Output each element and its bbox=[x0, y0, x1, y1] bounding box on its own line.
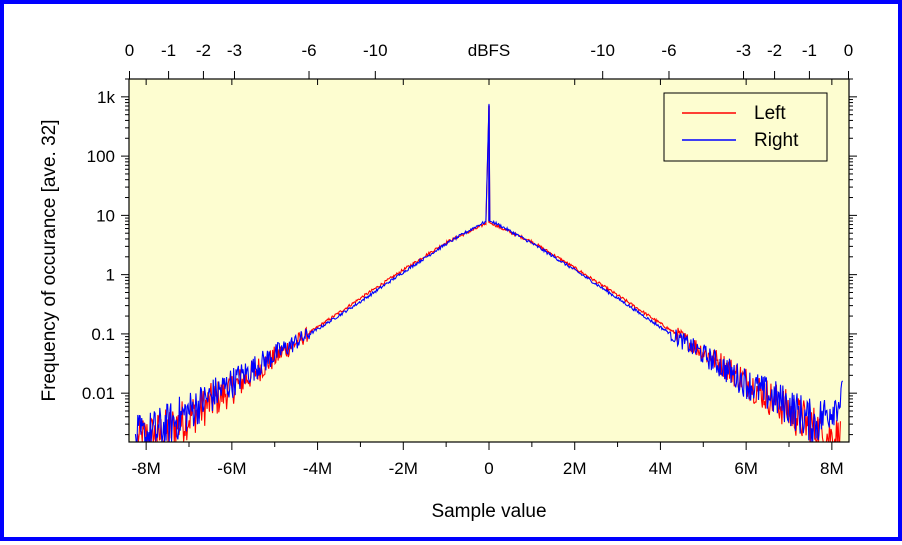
top-tick-label: -6 bbox=[661, 41, 676, 60]
top-tick-label: 0 bbox=[844, 41, 853, 60]
top-tick-label: -10 bbox=[363, 41, 388, 60]
x-tick-label: 6M bbox=[734, 459, 758, 478]
x-tick-label: -2M bbox=[389, 459, 418, 478]
top-tick-label: -2 bbox=[196, 41, 211, 60]
y-tick-label: 100 bbox=[87, 147, 115, 166]
plot-border bbox=[128, 78, 850, 443]
y-tick-label: 1k bbox=[97, 88, 115, 107]
legend-box bbox=[663, 92, 828, 162]
x-tick-label: 8M bbox=[820, 459, 844, 478]
top-tick-label: -1 bbox=[802, 41, 817, 60]
chart-svg: -8M -6M -4M -2M 0 2M 4M 6M 8M0 -1 -2 -3 -6 -10 -10 -6 -3… bbox=[39, 41, 857, 522]
y-tick-label: 10 bbox=[96, 206, 115, 225]
top-tick-label: -3 bbox=[736, 41, 751, 60]
x-tick-label: 2M bbox=[563, 459, 587, 478]
top-tick-label: -10 bbox=[590, 41, 615, 60]
y-tick-label: 0.01 bbox=[82, 384, 115, 403]
x-axis-title: Sample value bbox=[431, 501, 546, 522]
top-tick-label: -1 bbox=[161, 41, 176, 60]
x-tick-label: -6M bbox=[217, 459, 246, 478]
legend-label-left: Left bbox=[754, 103, 786, 124]
legend-label-right: Right bbox=[754, 130, 799, 151]
top-tick-label: -3 bbox=[227, 41, 242, 60]
top-tick-label: 0 bbox=[125, 41, 134, 60]
top-tick-label: -6 bbox=[301, 41, 316, 60]
top-axis-title: dBFS bbox=[468, 41, 511, 60]
y-tick-label: 0.1 bbox=[91, 325, 115, 344]
x-tick-label: -8M bbox=[132, 459, 161, 478]
y-axis-title: Frequency of occurance [ave. 32] bbox=[39, 120, 60, 402]
top-tick-label: -2 bbox=[767, 41, 782, 60]
x-tick-label: 0 bbox=[484, 459, 493, 478]
y-tick-label: 1 bbox=[106, 266, 115, 285]
x-tick-label: -4M bbox=[303, 459, 332, 478]
x-tick-label: 4M bbox=[649, 459, 673, 478]
